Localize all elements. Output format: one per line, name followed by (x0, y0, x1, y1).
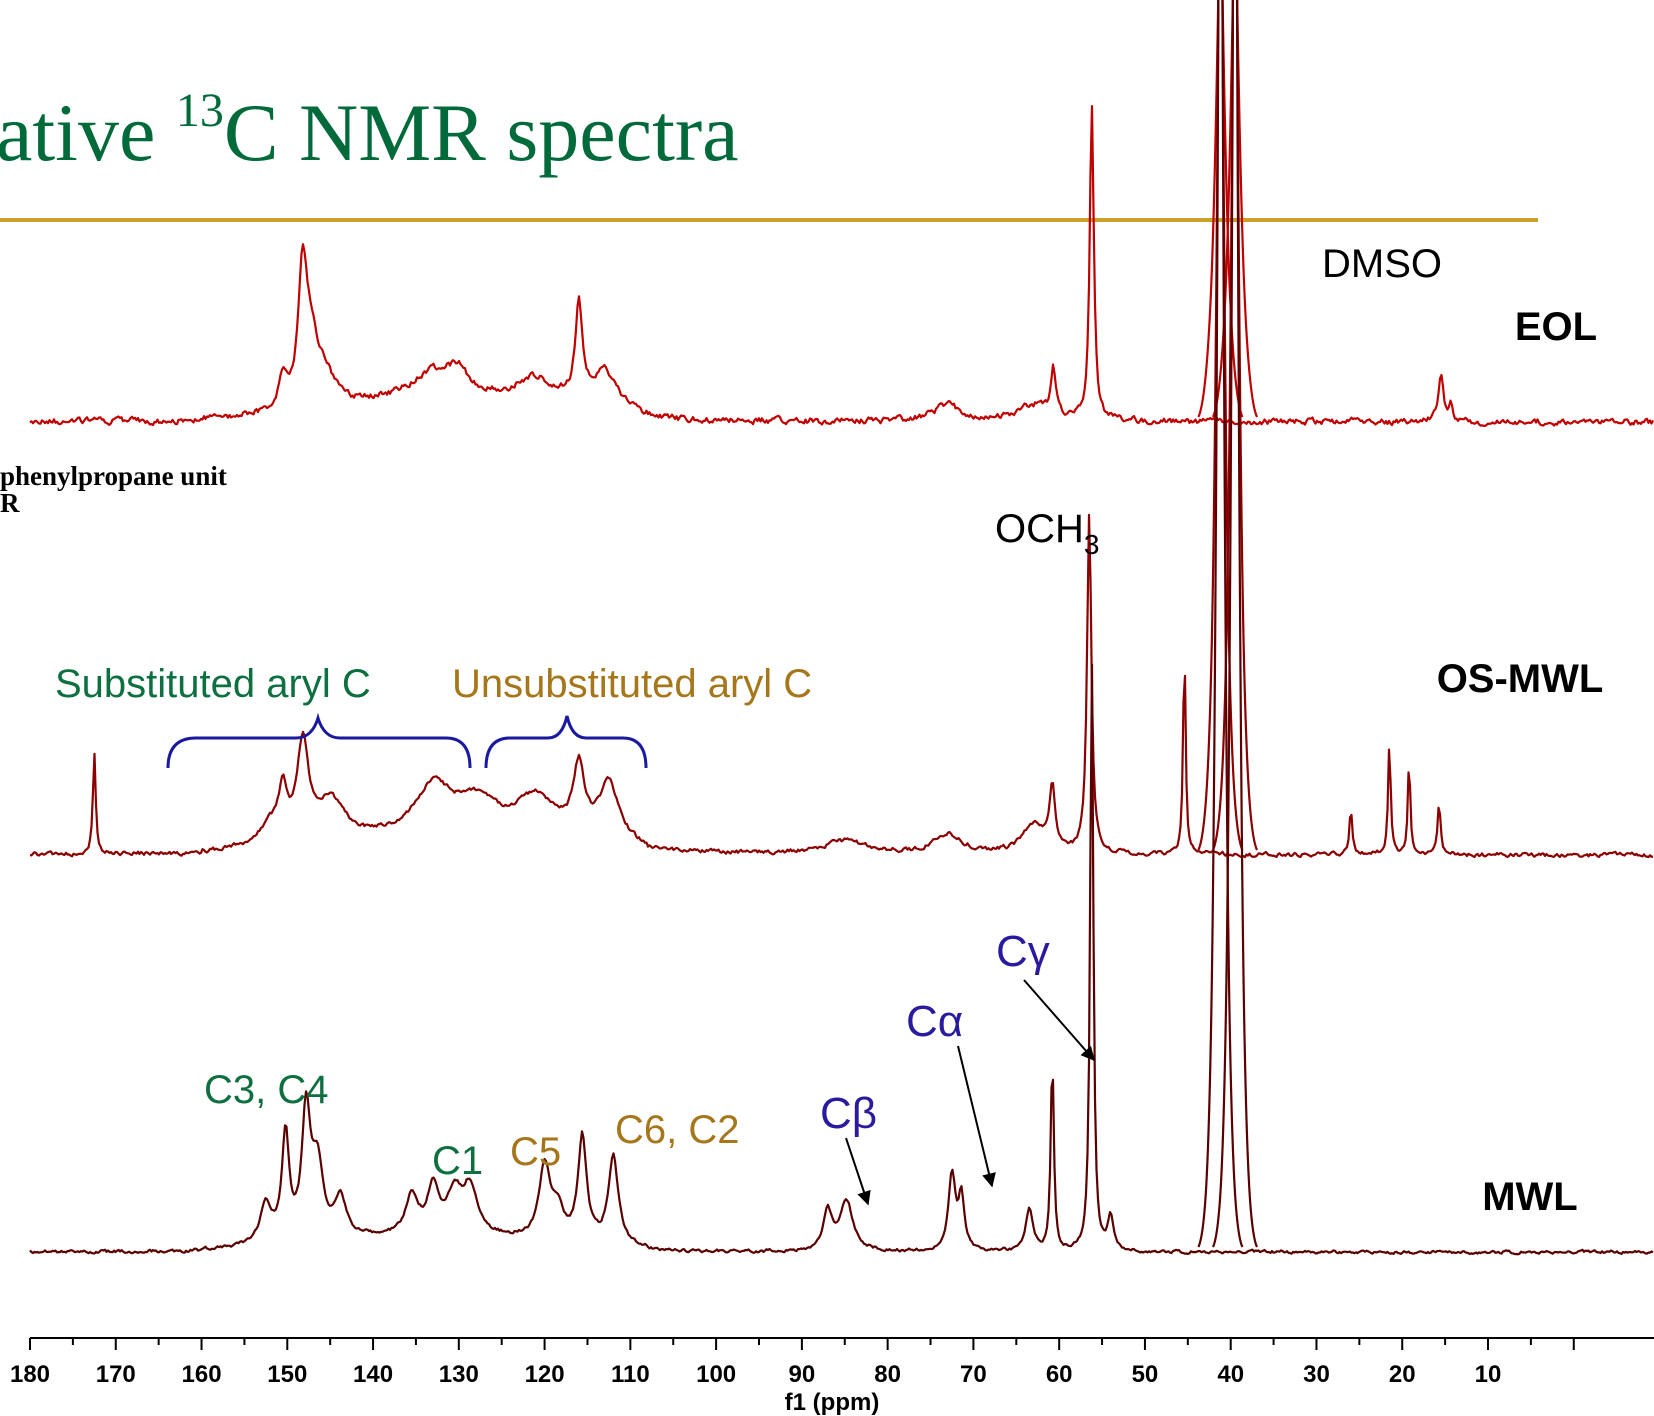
x-axis-label: f1 (ppm) (785, 1389, 880, 1416)
spectrum-line-eol (29, 105, 1654, 427)
x-tick-label: 110 (611, 1361, 650, 1388)
c6c2-label: C6, C2 (615, 1108, 740, 1152)
dmso-peak-eol-1 (1197, 0, 1244, 418)
title-main: ative (0, 87, 176, 178)
x-tick-label: 10 (1475, 1361, 1502, 1388)
c-gamma-arrow (1023, 979, 1095, 1062)
c5-label: C5 (510, 1130, 561, 1174)
x-tick-label: 50 (1132, 1361, 1159, 1388)
dmso-peak-mwl-1 (1197, 0, 1244, 1248)
spectrum-line-mwl (29, 663, 1654, 1256)
x-tick-label: 20 (1389, 1361, 1416, 1388)
c-gamma-label: Cγ (996, 927, 1050, 976)
dmso-label: DMSO (1322, 242, 1442, 286)
spectra-group (29, 0, 1654, 1256)
x-tick-label: 150 (267, 1361, 307, 1388)
c-alpha-arrow (957, 1045, 996, 1188)
x-tick-label: 40 (1217, 1361, 1244, 1388)
x-tick-label: 70 (960, 1361, 987, 1388)
c3c4-label: C3, C4 (204, 1068, 329, 1112)
series-label-mwl: MWL (1482, 1175, 1578, 1219)
och3-subscript: 3 (1084, 529, 1100, 560)
side-note-line1: phenylpropane unit (0, 461, 227, 491)
dmso-peak-os-mwl-2 (1211, 0, 1258, 851)
x-tick-label: 140 (353, 1361, 393, 1388)
side-note-line2: R (0, 488, 20, 518)
x-tick-label: 130 (439, 1361, 479, 1388)
x-tick-label: 120 (525, 1361, 565, 1388)
x-tick-label: 90 (789, 1361, 816, 1388)
x-tick-label: 170 (96, 1361, 136, 1388)
c1-label: C1 (432, 1139, 483, 1183)
och3-text: OCH (995, 507, 1084, 551)
x-tick-label: 30 (1303, 1361, 1330, 1388)
series-label-eol: EOL (1515, 305, 1597, 349)
x-tick-label: 80 (874, 1361, 901, 1388)
x-tick-label: 60 (1046, 1361, 1073, 1388)
x-axis: 180 170 160 150 140 130 120 110 100 90 80 70 60 50 40 3… (10, 1337, 1654, 1416)
substituted-aryl-label: Substituted aryl C (55, 662, 371, 706)
x-ticks: 180 170 160 150 140 130 120 110 100 90 80 70 60 50 40 3… (10, 1338, 1575, 1388)
title-superscript: 13 (176, 84, 224, 137)
c-beta-arrow (845, 1137, 871, 1206)
spectrum-line-os-mwl (29, 513, 1654, 859)
slide-title: ative 13C NMR spectra (0, 84, 739, 178)
substituted-aryl-bracket (166, 712, 472, 769)
dmso-peak-eol-2 (1211, 0, 1258, 418)
unsubstituted-aryl-label: Unsubstituted aryl C (452, 662, 812, 706)
c-beta-label: Cβ (820, 1089, 877, 1138)
title-rest: C NMR spectra (224, 87, 739, 178)
och3-label: OCH3 (995, 507, 1099, 560)
dmso-peak-mwl-2 (1211, 0, 1258, 1248)
x-tick-label: 100 (696, 1361, 736, 1388)
dmso-peak-os-mwl-1 (1197, 0, 1244, 851)
unsubstituted-aryl-bracket (484, 715, 648, 769)
series-label-osmwl: OS-MWL (1437, 657, 1604, 701)
x-tick-label: 160 (182, 1361, 222, 1388)
c-alpha-label: Cα (906, 997, 963, 1046)
x-tick-label: 180 (10, 1361, 50, 1388)
